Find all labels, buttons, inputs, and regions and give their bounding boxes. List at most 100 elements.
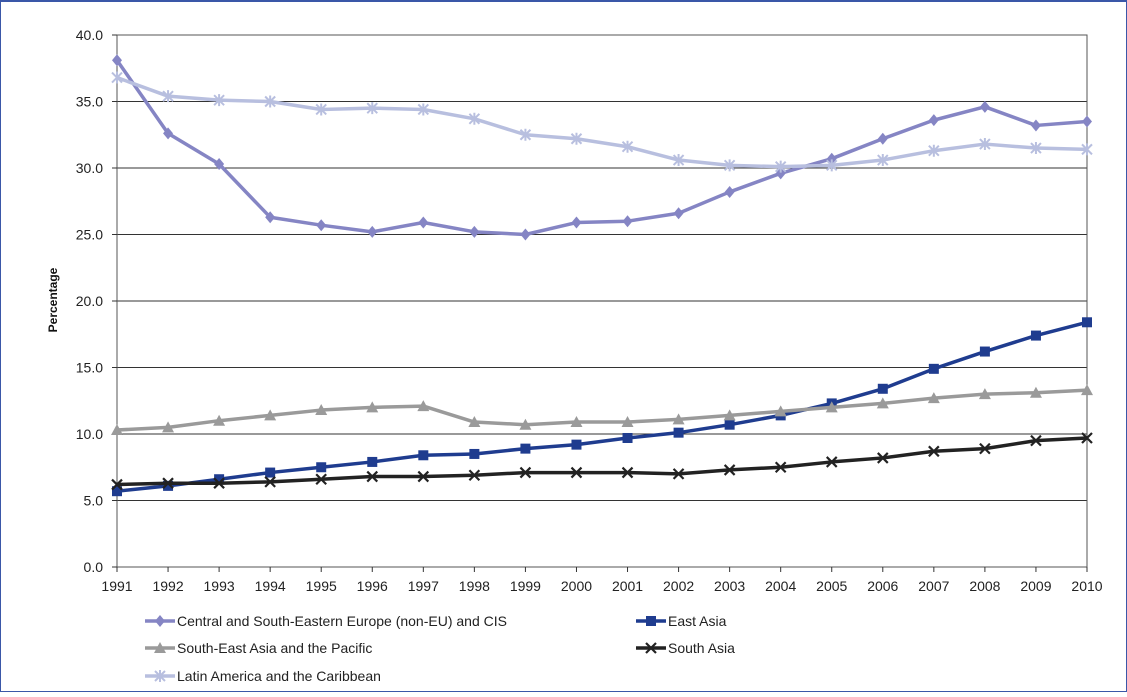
series-line bbox=[116, 388, 1088, 432]
data-point bbox=[213, 414, 226, 426]
x-tick-label: 1996 bbox=[357, 578, 388, 594]
series-group bbox=[111, 54, 1093, 497]
x-tick-label: 2002 bbox=[663, 578, 694, 594]
data-point bbox=[928, 363, 939, 374]
data-point bbox=[723, 464, 736, 476]
y-tick-label: 5.0 bbox=[84, 493, 104, 509]
legend-label: Central and South-Eastern Europe (non-EU… bbox=[177, 613, 507, 629]
y-tick-label: 10.0 bbox=[76, 426, 103, 442]
x-tick-label: 1997 bbox=[408, 578, 439, 594]
x-tick-label: 2008 bbox=[969, 578, 1000, 594]
data-point bbox=[315, 473, 327, 485]
data-point bbox=[622, 215, 633, 228]
data-point bbox=[978, 388, 991, 400]
data-point bbox=[877, 132, 888, 145]
x-tick-label: 2004 bbox=[765, 578, 796, 594]
data-point bbox=[316, 219, 327, 232]
y-axis-label: Percentage bbox=[46, 267, 60, 332]
legend-item: Latin America and the Caribbean bbox=[145, 668, 381, 684]
data-point bbox=[825, 456, 838, 468]
x-tick-label: 1999 bbox=[510, 578, 541, 594]
data-point bbox=[672, 154, 685, 167]
data-point bbox=[417, 103, 430, 116]
legend-item: East Asia bbox=[636, 613, 727, 629]
x-tick-label: 2010 bbox=[1071, 578, 1102, 594]
x-tick-label: 2000 bbox=[561, 578, 592, 594]
series-4 bbox=[111, 71, 1093, 173]
data-point bbox=[469, 225, 480, 238]
data-point bbox=[1081, 432, 1093, 444]
data-point bbox=[826, 159, 838, 172]
legend-swatch-marker bbox=[646, 616, 656, 626]
data-point bbox=[366, 401, 379, 413]
data-point bbox=[366, 470, 379, 483]
data-point bbox=[672, 468, 685, 480]
series-line bbox=[116, 75, 1088, 169]
data-point bbox=[1082, 317, 1092, 328]
data-point bbox=[672, 413, 685, 425]
x-tick-label: 1998 bbox=[459, 578, 490, 594]
data-point bbox=[570, 132, 583, 145]
data-point bbox=[979, 138, 991, 151]
data-point bbox=[468, 112, 481, 125]
data-point bbox=[468, 416, 481, 428]
data-point bbox=[468, 469, 481, 482]
x-tick-label: 2007 bbox=[918, 578, 949, 594]
x-tick-label: 1994 bbox=[255, 578, 286, 594]
series-2 bbox=[111, 384, 1093, 436]
x-tick-label: 2005 bbox=[816, 578, 847, 594]
gridlines bbox=[117, 34, 1087, 568]
x-tick-label: 1995 bbox=[306, 578, 337, 594]
data-point bbox=[213, 477, 225, 489]
data-point bbox=[1030, 330, 1041, 341]
series-line bbox=[116, 436, 1088, 487]
x-tick-label: 1991 bbox=[101, 578, 132, 594]
data-point bbox=[621, 140, 634, 153]
data-point bbox=[1081, 384, 1093, 396]
data-point bbox=[979, 442, 991, 455]
data-point bbox=[1081, 143, 1093, 156]
y-tick-label: 15.0 bbox=[76, 360, 103, 376]
series-line bbox=[115, 59, 1088, 237]
legend-label: East Asia bbox=[668, 613, 727, 629]
data-point bbox=[774, 461, 787, 474]
data-point bbox=[877, 383, 888, 394]
legend-swatch-marker bbox=[155, 615, 165, 627]
data-point bbox=[162, 421, 175, 433]
series-0 bbox=[112, 54, 1092, 241]
data-point bbox=[774, 405, 787, 417]
y-tick-label: 40.0 bbox=[76, 27, 103, 43]
data-point bbox=[1030, 119, 1041, 132]
data-point bbox=[724, 419, 735, 430]
data-point bbox=[366, 102, 378, 115]
x-tick-label: 2009 bbox=[1020, 578, 1051, 594]
legend-label: South-East Asia and the Pacific bbox=[177, 640, 372, 656]
x-tick-label: 2001 bbox=[612, 578, 643, 594]
data-point bbox=[877, 154, 889, 167]
data-point bbox=[927, 392, 940, 404]
x-tick-label: 1992 bbox=[152, 578, 183, 594]
data-point bbox=[877, 452, 889, 464]
legend-item: South Asia bbox=[636, 640, 735, 656]
x-tick-label: 1993 bbox=[204, 578, 235, 594]
data-point bbox=[876, 397, 889, 409]
data-point bbox=[163, 127, 174, 140]
data-point bbox=[112, 54, 122, 67]
data-point bbox=[469, 448, 480, 459]
data-point bbox=[570, 466, 583, 479]
data-point bbox=[979, 100, 990, 113]
data-point bbox=[519, 418, 532, 430]
data-point bbox=[418, 216, 429, 229]
data-point bbox=[673, 207, 684, 220]
data-point bbox=[928, 114, 939, 127]
legend-swatch-marker bbox=[154, 642, 166, 653]
data-point bbox=[1030, 434, 1042, 447]
data-point bbox=[111, 424, 123, 436]
data-point bbox=[928, 445, 940, 458]
legend-swatch-marker bbox=[154, 670, 166, 682]
data-point bbox=[520, 443, 531, 454]
y-tick-label: 30.0 bbox=[76, 160, 103, 176]
series-1 bbox=[112, 317, 1092, 497]
